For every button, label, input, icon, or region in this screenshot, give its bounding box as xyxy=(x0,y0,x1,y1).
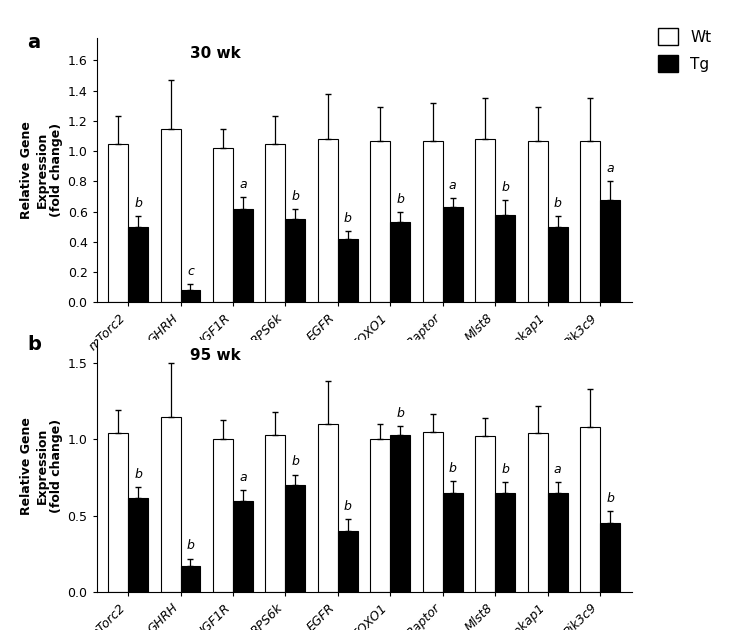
Bar xyxy=(233,209,253,302)
Bar xyxy=(443,493,463,592)
Text: a: a xyxy=(554,463,562,476)
Legend: Wt, Tg: Wt, Tg xyxy=(649,19,721,81)
Bar xyxy=(285,485,305,592)
Bar xyxy=(233,501,253,592)
Text: b: b xyxy=(344,212,351,226)
Bar xyxy=(181,566,201,592)
Text: b: b xyxy=(291,190,299,203)
Bar xyxy=(528,433,548,592)
Bar xyxy=(390,222,410,302)
Bar xyxy=(390,435,410,592)
Y-axis label: Relative Gene
Expression
(fold change): Relative Gene Expression (fold change) xyxy=(20,121,63,219)
Bar xyxy=(160,416,181,592)
Text: a: a xyxy=(239,178,247,190)
Bar xyxy=(495,493,515,592)
Bar xyxy=(423,140,443,302)
Bar xyxy=(476,437,495,592)
Bar xyxy=(580,427,600,592)
Bar xyxy=(600,524,620,592)
Text: b: b xyxy=(502,181,509,193)
Bar xyxy=(181,290,201,302)
Bar xyxy=(423,432,443,592)
Bar xyxy=(108,433,128,592)
Y-axis label: Relative Gene
Expression
(fold change): Relative Gene Expression (fold change) xyxy=(20,417,63,515)
Text: b: b xyxy=(186,539,195,553)
Bar xyxy=(128,227,148,302)
Bar xyxy=(495,215,515,302)
Bar xyxy=(580,140,600,302)
Bar xyxy=(548,493,568,592)
Text: b: b xyxy=(554,197,562,210)
Text: b: b xyxy=(291,455,299,469)
Bar xyxy=(548,227,568,302)
Bar xyxy=(318,424,338,592)
Text: a: a xyxy=(449,179,456,192)
Bar xyxy=(370,140,390,302)
Bar xyxy=(318,139,338,302)
Bar xyxy=(600,200,620,302)
Bar xyxy=(160,129,181,302)
Text: b: b xyxy=(449,462,457,474)
Bar xyxy=(108,144,128,302)
Bar xyxy=(476,139,495,302)
Bar xyxy=(370,440,390,592)
Text: a: a xyxy=(27,33,40,52)
Text: b: b xyxy=(396,193,404,205)
Text: b: b xyxy=(134,467,142,481)
Bar xyxy=(265,435,285,592)
Bar xyxy=(213,440,233,592)
Text: b: b xyxy=(27,335,41,354)
Text: b: b xyxy=(606,492,614,505)
Text: b: b xyxy=(396,406,404,420)
Bar xyxy=(265,144,285,302)
Text: c: c xyxy=(187,265,194,278)
Text: a: a xyxy=(239,471,247,484)
Text: b: b xyxy=(344,500,351,513)
Bar xyxy=(128,498,148,592)
Text: 95 wk: 95 wk xyxy=(190,348,241,363)
Bar xyxy=(213,148,233,302)
Text: 30 wk: 30 wk xyxy=(190,46,241,60)
Bar xyxy=(285,219,305,302)
Text: b: b xyxy=(502,463,509,476)
Text: b: b xyxy=(134,197,142,210)
Bar xyxy=(338,531,358,592)
Bar xyxy=(338,239,358,302)
Bar xyxy=(443,207,463,302)
Bar xyxy=(528,140,548,302)
Text: a: a xyxy=(606,163,614,175)
